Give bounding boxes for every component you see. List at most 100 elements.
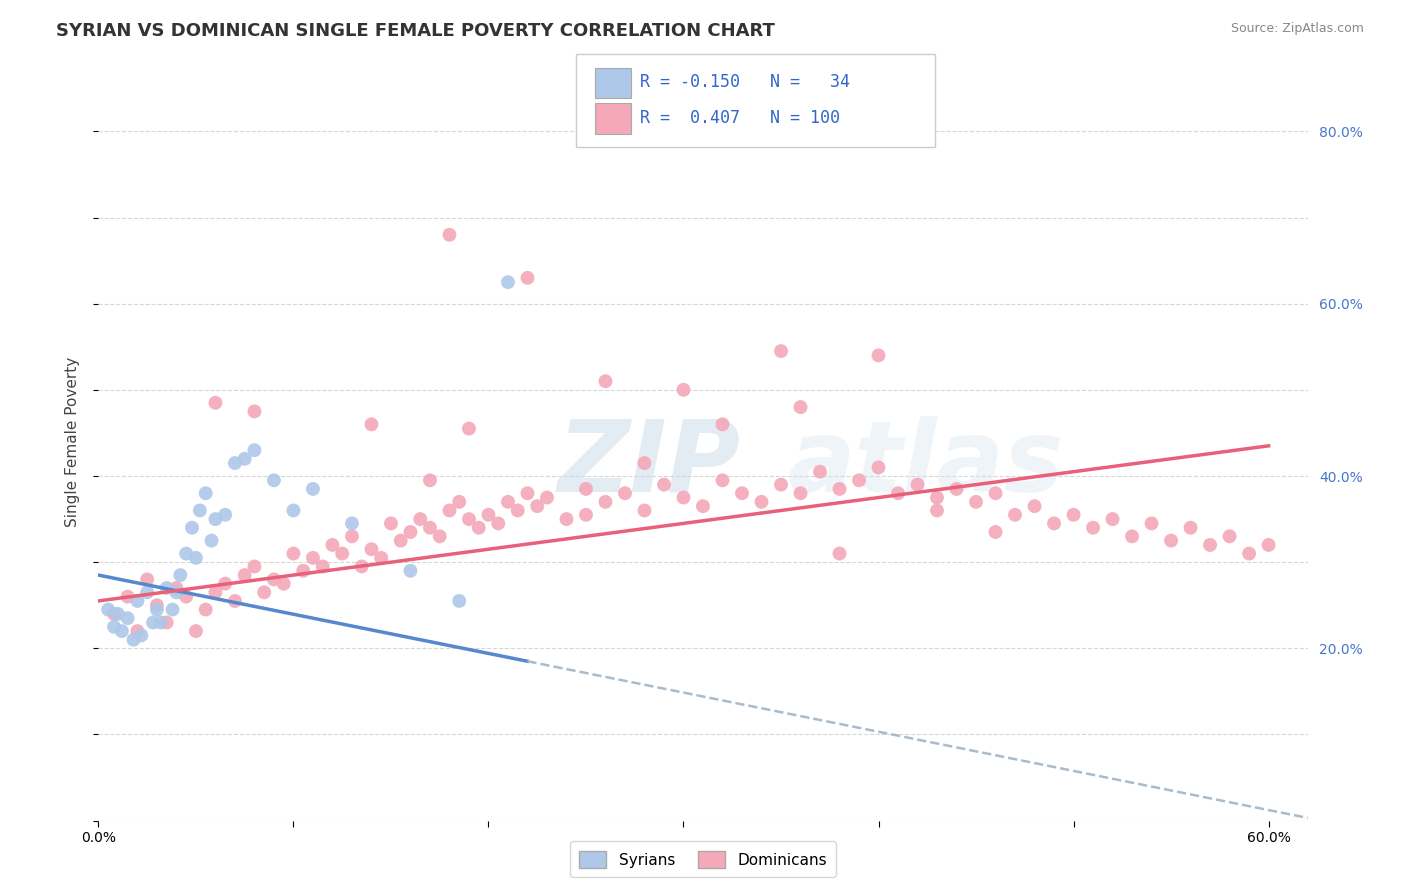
Point (292, 564, 315, 578)
Point (243, 443, 266, 458)
Point (117, 611, 139, 625)
Point (131, 628, 153, 642)
Point (1063, 508, 1085, 522)
Point (117, 590, 139, 604)
Point (165, 585, 187, 599)
Point (769, 477, 792, 491)
Point (302, 482, 325, 496)
Point (111, 624, 134, 639)
Point (188, 503, 211, 517)
Point (233, 568, 256, 582)
Point (283, 547, 305, 561)
Point (302, 550, 325, 565)
Point (429, 529, 451, 543)
Point (536, 491, 558, 505)
Point (103, 620, 125, 634)
Text: SYRIAN VS DOMINICAN SINGLE FEMALE POVERTY CORRELATION CHART: SYRIAN VS DOMINICAN SINGLE FEMALE POVERT… (56, 22, 775, 40)
Point (340, 529, 363, 543)
Point (692, 499, 714, 513)
Point (184, 624, 207, 639)
Point (555, 512, 578, 526)
Point (103, 607, 125, 621)
Text: ZIP: ZIP (558, 416, 741, 513)
Point (283, 503, 305, 517)
Point (575, 508, 598, 522)
Point (127, 594, 149, 608)
Point (575, 482, 598, 496)
Point (107, 607, 129, 621)
Point (808, 465, 831, 479)
Point (1101, 512, 1123, 526)
Point (789, 400, 811, 414)
Point (204, 396, 226, 410)
Point (214, 508, 236, 522)
Point (389, 533, 412, 548)
Point (984, 524, 1007, 539)
Point (243, 404, 266, 418)
Point (1160, 533, 1182, 548)
Point (1121, 529, 1143, 543)
Point (263, 573, 285, 587)
Point (984, 486, 1007, 500)
Point (399, 524, 422, 539)
Text: atlas: atlas (787, 416, 1064, 513)
Point (439, 503, 461, 517)
Point (887, 486, 910, 500)
Point (204, 512, 226, 526)
Point (1043, 516, 1066, 531)
Point (1140, 516, 1163, 531)
Point (711, 473, 734, 487)
Point (1180, 521, 1202, 535)
Point (233, 451, 256, 466)
Point (516, 270, 538, 285)
Point (731, 486, 754, 500)
Point (370, 550, 392, 565)
Point (848, 473, 870, 487)
Point (633, 503, 655, 517)
Point (165, 581, 187, 595)
Point (214, 576, 236, 591)
Point (409, 512, 432, 526)
Point (194, 602, 217, 616)
Point (1257, 538, 1279, 552)
Point (751, 495, 773, 509)
Point (149, 615, 172, 630)
Point (263, 473, 285, 487)
Point (516, 486, 538, 500)
Point (350, 559, 373, 574)
Point (458, 512, 481, 526)
Point (127, 624, 149, 639)
Point (156, 615, 179, 630)
Point (496, 275, 519, 289)
Point (419, 473, 441, 487)
Point (122, 632, 145, 647)
Point (330, 547, 353, 561)
Point (181, 521, 204, 535)
Point (1237, 547, 1260, 561)
Point (321, 538, 343, 552)
Text: Source: ZipAtlas.com: Source: ZipAtlas.com (1230, 22, 1364, 36)
Point (146, 602, 169, 616)
Point (360, 542, 382, 557)
Point (136, 585, 159, 599)
Point (449, 495, 471, 509)
Point (419, 521, 441, 535)
Point (399, 564, 422, 578)
Point (652, 477, 675, 491)
Point (224, 456, 246, 470)
Point (907, 477, 929, 491)
Point (1081, 521, 1104, 535)
Point (224, 594, 246, 608)
Point (595, 495, 617, 509)
Point (925, 503, 948, 517)
Point (1219, 529, 1241, 543)
Point (467, 521, 489, 535)
Point (136, 573, 159, 587)
Point (146, 599, 169, 613)
Point (458, 422, 481, 436)
Point (1024, 499, 1046, 513)
Text: R =  0.407   N = 100: R = 0.407 N = 100 (640, 109, 839, 127)
Text: R = -0.150   N =   34: R = -0.150 N = 34 (640, 73, 849, 91)
Y-axis label: Single Female Poverty: Single Female Poverty (65, 357, 80, 526)
Point (506, 503, 529, 517)
